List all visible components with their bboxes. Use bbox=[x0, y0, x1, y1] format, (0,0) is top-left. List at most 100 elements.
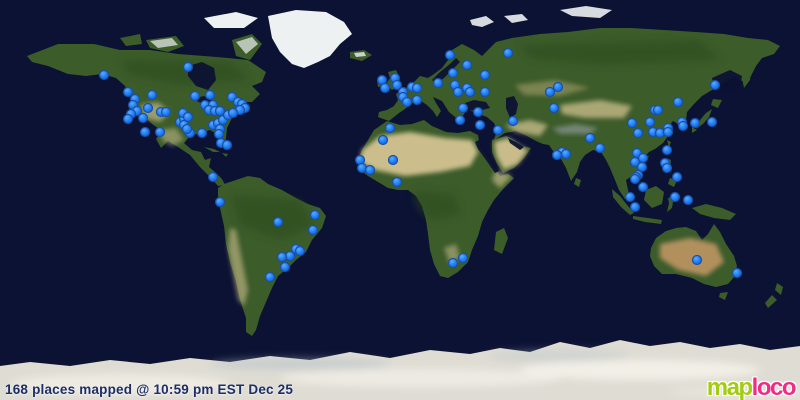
place-marker bbox=[279, 261, 291, 273]
place-marker bbox=[457, 252, 469, 264]
place-marker bbox=[276, 251, 288, 263]
madagascar bbox=[494, 228, 508, 254]
place-marker bbox=[629, 201, 641, 213]
place-marker bbox=[472, 106, 484, 118]
place-marker bbox=[677, 120, 689, 132]
place-marker bbox=[461, 59, 473, 71]
place-marker bbox=[181, 123, 193, 135]
hudson-bay bbox=[188, 62, 216, 90]
place-marker bbox=[391, 176, 403, 188]
place-marker bbox=[182, 111, 194, 123]
place-marker bbox=[294, 245, 306, 257]
iceland-cap bbox=[354, 52, 366, 57]
place-marker bbox=[544, 86, 556, 98]
forest-shading bbox=[120, 40, 720, 240]
place-marker bbox=[182, 61, 194, 73]
greenland bbox=[268, 10, 352, 68]
place-marker bbox=[479, 69, 491, 81]
place-marker bbox=[452, 86, 464, 98]
place-marker bbox=[207, 171, 219, 183]
place-marker bbox=[189, 90, 201, 102]
place-marker bbox=[551, 149, 563, 161]
place-marker bbox=[560, 148, 572, 160]
caribbean-islands bbox=[204, 147, 228, 157]
place-marker bbox=[387, 154, 399, 166]
place-marker bbox=[644, 116, 656, 128]
tasmania-newzealand bbox=[719, 283, 783, 308]
place-marker bbox=[307, 224, 319, 236]
antarctica-texture bbox=[10, 350, 800, 399]
place-marker bbox=[160, 106, 172, 118]
place-marker bbox=[689, 117, 701, 129]
australian-outback bbox=[660, 238, 724, 276]
place-marker bbox=[479, 86, 491, 98]
place-marker bbox=[672, 96, 684, 108]
place-marker bbox=[146, 89, 158, 101]
place-marker bbox=[652, 104, 664, 116]
place-marker bbox=[401, 96, 413, 108]
place-marker bbox=[391, 79, 403, 91]
place-marker bbox=[731, 267, 743, 279]
ellesmere bbox=[204, 12, 258, 28]
place-marker bbox=[661, 162, 673, 174]
place-marker bbox=[662, 126, 674, 138]
place-marker bbox=[464, 86, 476, 98]
place-marker bbox=[447, 257, 459, 269]
place-marker bbox=[142, 102, 154, 114]
logo-part-loco: loco bbox=[751, 374, 797, 400]
place-marker bbox=[98, 69, 110, 81]
place-marker bbox=[661, 144, 673, 156]
place-marker bbox=[364, 164, 376, 176]
status-caption: 168 places mapped @ 10:59 pm EST Dec 25 bbox=[5, 382, 294, 397]
place-marker bbox=[196, 127, 208, 139]
place-marker bbox=[552, 81, 564, 93]
himalaya bbox=[552, 124, 598, 134]
place-marker bbox=[709, 79, 721, 91]
place-marker bbox=[264, 271, 276, 283]
arctic-island-ice bbox=[150, 37, 258, 54]
place-marker bbox=[632, 127, 644, 139]
place-marker bbox=[629, 173, 641, 185]
place-marker bbox=[637, 181, 649, 193]
place-marker bbox=[227, 107, 239, 119]
place-marker bbox=[221, 139, 233, 151]
baltic-sea bbox=[432, 58, 460, 84]
place-marker bbox=[214, 196, 226, 208]
place-marker bbox=[457, 102, 469, 114]
black-sea bbox=[462, 100, 490, 111]
place-marker bbox=[411, 94, 423, 106]
svalbard bbox=[470, 14, 528, 27]
place-marker bbox=[432, 77, 444, 89]
place-marker bbox=[137, 112, 149, 124]
new-guinea bbox=[692, 204, 736, 220]
place-marker bbox=[502, 47, 514, 59]
logo-part-map: map bbox=[706, 374, 753, 400]
place-marker bbox=[139, 126, 151, 138]
place-marker bbox=[507, 115, 519, 127]
red-sea bbox=[475, 140, 499, 173]
place-marker bbox=[669, 191, 681, 203]
place-marker bbox=[636, 161, 648, 173]
place-marker bbox=[584, 132, 596, 144]
place-marker bbox=[629, 156, 641, 168]
maploco-logo[interactable]: maploco bbox=[706, 374, 797, 400]
place-marker bbox=[213, 128, 225, 140]
kamchatka bbox=[742, 60, 752, 88]
place-marker bbox=[454, 114, 466, 126]
place-marker bbox=[444, 49, 456, 61]
place-marker bbox=[272, 216, 284, 228]
place-marker bbox=[548, 102, 560, 114]
caspian-sea bbox=[506, 96, 518, 118]
place-marker bbox=[594, 142, 606, 154]
inland-seas bbox=[188, 58, 742, 173]
place-marker bbox=[384, 122, 396, 134]
place-marker bbox=[682, 194, 694, 206]
place-marker bbox=[411, 82, 423, 94]
place-marker bbox=[379, 82, 391, 94]
place-marker bbox=[671, 171, 683, 183]
place-marker bbox=[626, 117, 638, 129]
persian-gulf bbox=[508, 138, 524, 150]
place-marker bbox=[492, 124, 504, 136]
